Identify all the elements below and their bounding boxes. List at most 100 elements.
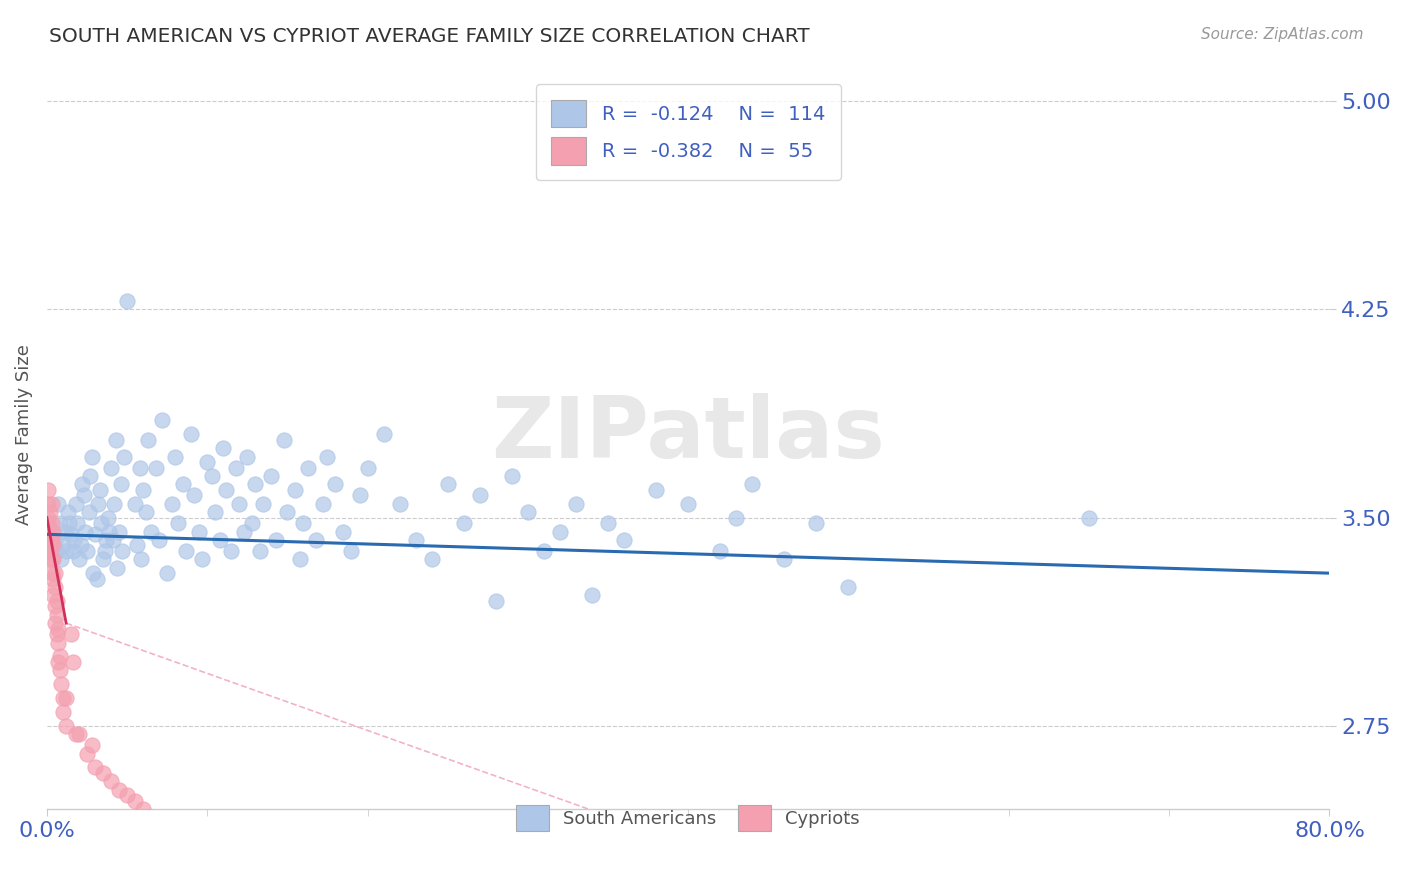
Point [37,524,59,539]
Point [44,599,66,614]
Point [39,538,62,552]
Point [132,483,155,497]
Point [41,516,63,531]
Point [183,488,205,502]
Point [806,516,828,531]
Point [325,477,347,491]
Point [48,663,70,677]
Point [124,794,146,808]
Point [565,497,588,511]
Point [37,533,59,547]
Point [273,433,295,447]
Point [100,774,122,789]
Point [44,580,66,594]
Point [75,524,97,539]
Point [37,510,59,524]
Point [80,739,103,753]
Point [103,497,125,511]
Point [46,622,69,636]
Point [132,802,155,816]
Point [139,524,162,539]
Point [45,627,67,641]
Point [191,552,214,566]
Point [45,594,67,608]
Point [37,516,59,531]
Point [108,524,131,539]
Point [51,552,73,566]
Point [46,497,69,511]
Point [204,505,226,519]
Point [44,616,66,631]
Point [41,566,63,581]
Point [264,533,287,547]
Point [613,533,636,547]
Point [107,560,129,574]
Point [167,516,190,531]
Point [46,655,69,669]
Point [96,533,118,547]
Point [108,782,131,797]
Point [136,433,159,447]
Point [233,524,256,539]
Point [156,566,179,581]
Point [284,483,307,497]
Point [292,516,315,531]
Point [245,477,267,491]
Point [73,488,96,502]
Point [42,524,65,539]
Point [48,649,70,664]
Point [39,544,62,558]
Point [373,427,395,442]
Point [65,727,87,741]
Point [148,533,170,547]
Point [91,552,114,566]
Point [55,544,77,558]
Point [453,516,475,531]
Point [115,294,138,309]
Point [63,533,86,547]
Point [66,516,89,531]
Point [115,789,138,803]
Point [139,810,162,824]
Text: SOUTH AMERICAN VS CYPRIOT AVERAGE FAMILY SIZE CORRELATION CHART: SOUTH AMERICAN VS CYPRIOT AVERAGE FAMILY… [49,27,810,45]
Point [37,483,59,497]
Point [46,635,69,649]
Point [55,691,77,706]
Point [37,497,59,511]
Point [77,505,100,519]
Point [501,469,523,483]
Point [42,538,65,552]
Point [39,524,62,539]
Point [44,566,66,581]
Point [676,497,699,511]
Point [581,588,603,602]
Point [62,544,84,558]
Point [596,516,619,531]
Point [37,544,59,558]
Point [240,516,263,531]
Point [76,544,98,558]
Point [485,594,508,608]
Point [67,727,90,741]
Point [148,816,170,830]
Point [145,460,167,475]
Point [212,442,235,456]
Point [110,477,132,491]
Point [79,469,101,483]
Point [188,524,211,539]
Point [52,705,75,719]
Point [311,497,333,511]
Point [41,552,63,566]
Point [219,544,242,558]
Legend: South Americans, Cypriots: South Americans, Cypriots [502,790,875,845]
Point [405,533,427,547]
Point [131,552,153,566]
Point [70,477,93,491]
Point [297,460,319,475]
Point [90,516,112,531]
Point [65,497,87,511]
Point [67,552,90,566]
Point [41,533,63,547]
Point [87,497,110,511]
Point [128,460,150,475]
